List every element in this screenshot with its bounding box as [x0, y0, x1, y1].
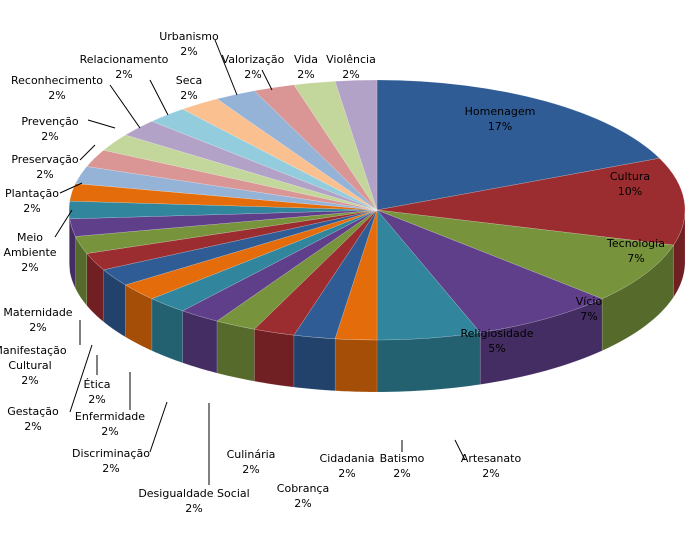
- leader-line: [79, 144, 96, 161]
- slice-17[interactable]: [69, 183, 378, 211]
- slice-label: Valorização 2%: [222, 53, 285, 81]
- slice-19[interactable]: [86, 149, 378, 211]
- slice-10[interactable]: [151, 209, 378, 312]
- slice-label: Violência 2%: [326, 53, 376, 81]
- slice-label: Urbanismo 2%: [159, 30, 219, 58]
- slice-5[interactable]: [334, 209, 378, 341]
- slice-label: Religiosidade 5%: [460, 327, 533, 355]
- leader-line: [454, 439, 466, 461]
- slice-16[interactable]: [68, 200, 378, 220]
- slice-8[interactable]: [216, 209, 378, 330]
- slice-7[interactable]: [253, 209, 378, 336]
- slice-2[interactable]: [376, 209, 675, 300]
- slice-label: Cultura 10%: [610, 170, 650, 198]
- slice-4[interactable]: [376, 209, 481, 341]
- slice-label: Relacionamento 2%: [80, 53, 169, 81]
- slice-side-8: [216, 320, 255, 382]
- slice-9[interactable]: [181, 209, 378, 322]
- slice-18[interactable]: [75, 166, 378, 211]
- slice-13[interactable]: [86, 209, 378, 271]
- leader-line: [54, 209, 73, 238]
- slice-label: Cidadania 2%: [320, 452, 375, 480]
- slice-22[interactable]: [151, 108, 378, 211]
- slice-label: Culinária 2%: [227, 448, 276, 476]
- slice-label: Gestação 2%: [7, 405, 59, 433]
- slice-1[interactable]: [376, 157, 686, 246]
- slice-side-9: [182, 310, 218, 374]
- slice-label: Vida 2%: [294, 53, 318, 81]
- slice-label: Vício 7%: [576, 295, 603, 323]
- leader-line: [87, 119, 116, 129]
- slice-label: Seca 2%: [176, 74, 203, 102]
- slice-label: Manifestação Cultural 2%: [0, 344, 67, 387]
- slice-label: Tecnologia 7%: [606, 237, 665, 265]
- leader-line: [69, 344, 93, 413]
- slice-11[interactable]: [124, 209, 378, 300]
- slice-label: Meio Ambiente 2%: [3, 231, 56, 274]
- slice-0[interactable]: [376, 79, 661, 211]
- slice-label: Reconhecimento 2%: [11, 74, 103, 102]
- leader-line: [59, 182, 83, 194]
- slice-label: Prevenção 2%: [21, 115, 79, 143]
- slice-side-6: [293, 334, 336, 392]
- slice-label: Batismo 2%: [380, 452, 425, 480]
- slice-3[interactable]: [376, 209, 603, 333]
- slice-6[interactable]: [293, 209, 378, 340]
- slice-label: Maternidade 2%: [3, 306, 72, 334]
- slice-label: Artesanato 2%: [461, 452, 522, 480]
- slice-side-7: [254, 328, 295, 388]
- leader-line: [261, 69, 273, 91]
- slice-label: Preservação 2%: [11, 153, 79, 181]
- slice-27[interactable]: [334, 79, 378, 211]
- slice-12[interactable]: [102, 209, 378, 286]
- slice-label: Enfermidade 2%: [75, 410, 145, 438]
- slice-14[interactable]: [75, 209, 378, 254]
- slice-26[interactable]: [293, 80, 378, 211]
- slice-21[interactable]: [124, 120, 378, 211]
- slice-20[interactable]: [102, 134, 378, 211]
- slice-side-4: [376, 332, 481, 393]
- slice-label: Desigualdade Social 2%: [138, 487, 249, 515]
- slice-label: Discriminação 2%: [72, 447, 150, 475]
- slice-side-5: [334, 338, 378, 393]
- leader-line: [149, 401, 168, 453]
- slice-23[interactable]: [181, 98, 378, 211]
- leader-line: [214, 39, 238, 96]
- slice-label: Homenagem 17%: [465, 105, 536, 133]
- slice-label: Cobrança 2%: [277, 482, 329, 510]
- slice-15[interactable]: [69, 209, 378, 237]
- slice-25[interactable]: [253, 84, 378, 211]
- slice-label: Plantação 2%: [5, 187, 59, 215]
- leader-line: [109, 84, 141, 129]
- slice-24[interactable]: [216, 90, 378, 211]
- slice-label: Ética 2%: [83, 378, 110, 406]
- leader-line: [149, 79, 169, 116]
